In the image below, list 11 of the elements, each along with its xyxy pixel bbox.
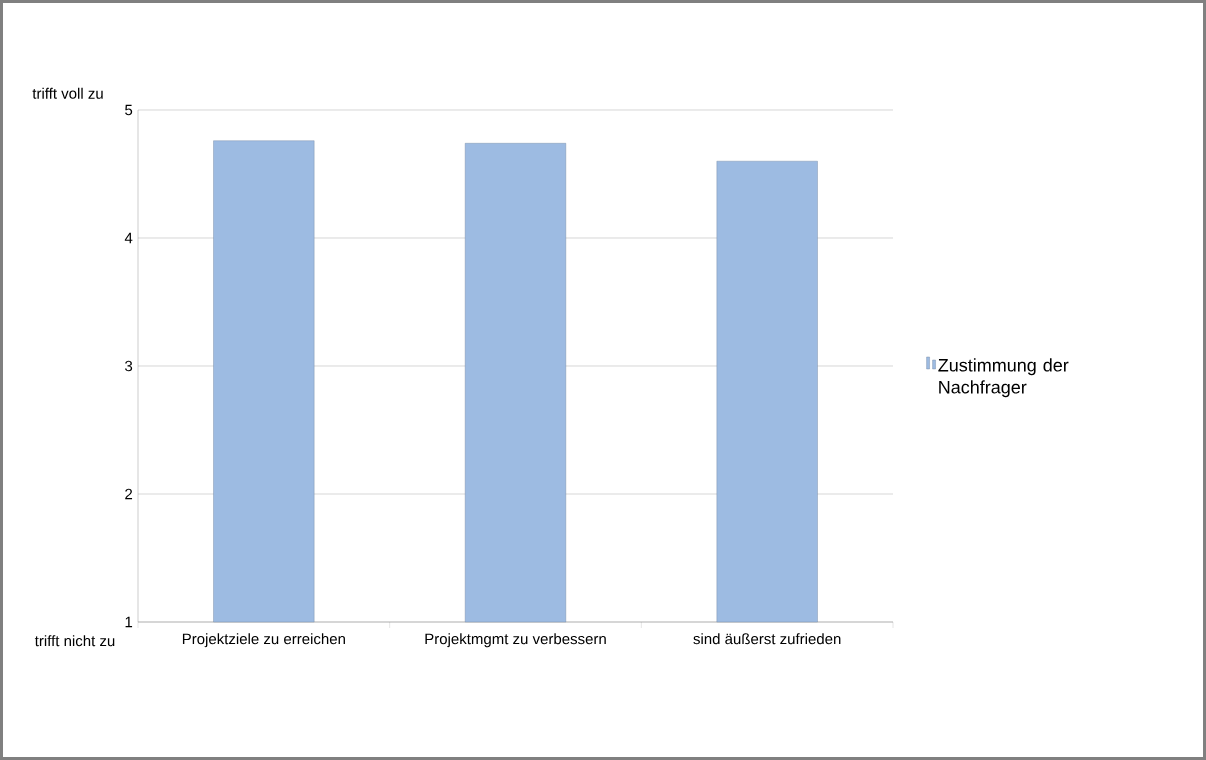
x-tick-label: Projektziele zu erreichen	[182, 633, 345, 648]
y-tick-label: 2	[125, 488, 133, 500]
x-tick-label: sind äußerst zufrieden	[693, 633, 841, 645]
x-tick-label: Projektmgmt zu verbessern	[425, 633, 606, 648]
legend-label: Zustimmung der Nachfrager	[938, 358, 1069, 398]
y-tick-label: 5	[125, 104, 133, 116]
y-tick-label: 4	[124, 232, 133, 244]
y-tick-label: 1	[125, 616, 133, 628]
text: trifft nicht zu	[34, 635, 115, 647]
text: trifft voll zu	[32, 87, 103, 99]
y-tick-label: 3	[125, 360, 133, 372]
